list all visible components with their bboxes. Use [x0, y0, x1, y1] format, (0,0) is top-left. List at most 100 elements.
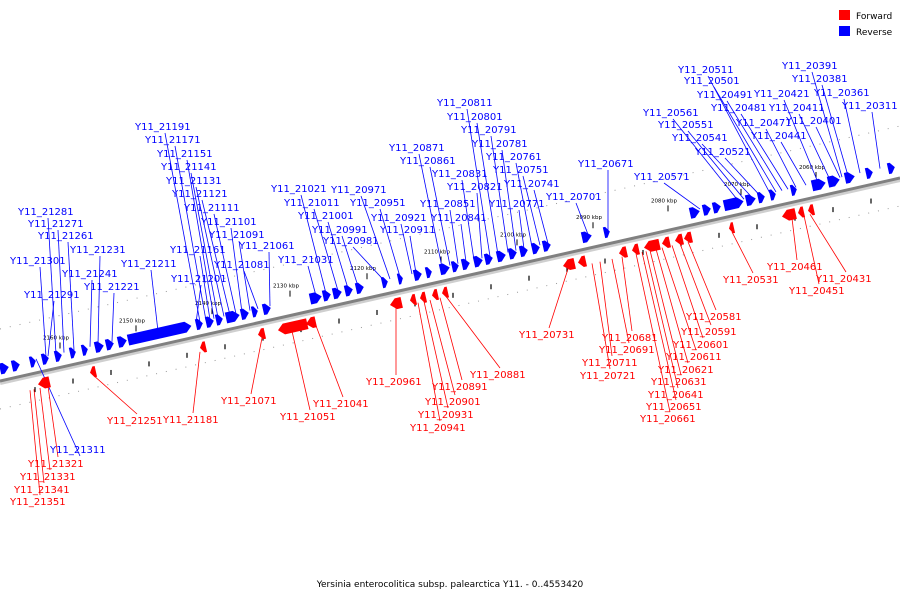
reverse-gene-arrow	[68, 347, 76, 359]
reverse-gene-label: Y11_20381	[791, 74, 848, 85]
reverse-gene-arrow	[495, 250, 506, 263]
forward-gene-label: Y11_20631	[650, 377, 707, 388]
reverse-gene-arrow	[250, 306, 258, 318]
reverse-gene-label: Y11_21221	[83, 282, 140, 293]
forward-gene-leader	[611, 258, 630, 344]
legend-forward-label: Forward	[856, 12, 892, 22]
reverse-gene-leader	[89, 279, 93, 347]
reverse-gene-arrow	[396, 273, 403, 285]
reverse-gene-arrow	[711, 202, 721, 214]
reverse-gene-label: Y11_20361	[813, 88, 870, 99]
reverse-gene-label: Y11_21131	[165, 176, 222, 187]
reverse-gene-arrow	[412, 269, 422, 281]
forward-gene-arrow	[432, 288, 440, 301]
reverse-gene-arrow	[214, 314, 223, 326]
reverse-gene-label: Y11_21211	[120, 259, 177, 270]
forward-gene-label: Y11_20621	[657, 365, 714, 376]
reverse-gene-leader	[238, 240, 251, 311]
reverse-gene-leader	[533, 189, 549, 244]
reverse-gene-arrow	[541, 240, 551, 252]
forward-gene-leader	[641, 252, 677, 401]
forward-gene-label: Y11_20681	[601, 333, 658, 344]
forward-gene-arrow	[442, 286, 450, 298]
tick-label: 2110 kbp	[424, 250, 450, 256]
forward-gene-arrow	[798, 206, 806, 218]
reverse-gene-arrow	[321, 290, 331, 302]
reverse-gene-label: Y11_21291	[23, 290, 80, 301]
reverse-gene-arrow	[93, 341, 104, 353]
reverse-gene-arrow	[744, 194, 756, 207]
reverse-gene-leader	[460, 223, 467, 262]
forward-gene-arrow	[632, 243, 641, 255]
forward-gene-leader	[423, 301, 449, 409]
forward-gene-arrow	[258, 327, 267, 340]
reverse-gene-arrow	[507, 248, 517, 260]
forward-gene-arrow	[38, 376, 51, 389]
forward-gene-leader	[687, 241, 717, 311]
forward-gene-leader	[803, 215, 820, 285]
reverse-gene-label: Y11_20761	[485, 152, 542, 163]
forward-gene-arrow	[662, 236, 672, 248]
forward-gene-leader	[250, 337, 263, 395]
forward-gene-leader	[591, 263, 611, 370]
reverse-gene-leader	[672, 118, 739, 201]
forward-gene-label: Y11_21181	[162, 415, 219, 426]
reverse-gene-label: Y11_20421	[753, 89, 810, 100]
forward-gene-label: Y11_20691	[598, 345, 655, 356]
forward-gene-arrow	[563, 258, 576, 271]
reverse-gene-leader	[843, 98, 861, 174]
forward-gene-label: Y11_21251	[106, 416, 163, 427]
reverse-gene-leader	[515, 162, 533, 248]
forward-gene-arrow	[200, 341, 208, 353]
reverse-gene-label: Y11_21081	[213, 260, 270, 271]
reverse-gene-label: Y11_20441	[750, 131, 807, 142]
reverse-gene-arrow	[756, 192, 765, 204]
reverse-gene-leader	[663, 182, 701, 210]
reverse-gene-arrow	[722, 197, 744, 212]
reverse-gene-label: Y11_20851	[419, 199, 476, 210]
reverse-gene-leader	[501, 149, 517, 251]
reverse-gene-leader	[476, 122, 499, 255]
forward-gene-leader	[599, 261, 613, 357]
forward-gene-label: Y11_20641	[647, 390, 704, 401]
reverse-gene-arrow	[438, 263, 450, 276]
reverse-gene-leader	[765, 128, 797, 188]
reverse-gene-arrow	[460, 258, 470, 271]
reverse-gene-label: Y11_21231	[69, 245, 126, 256]
tick-label: 2140 kbp	[195, 301, 221, 307]
forward-gene-label: Y11_20431	[815, 274, 872, 285]
reverse-gene-leader	[687, 130, 745, 200]
forward-gene-arrow	[390, 297, 403, 310]
reverse-gene-leader	[195, 186, 225, 317]
reverse-gene-label: Y11_21061	[238, 241, 295, 252]
forward-track-guide	[0, 205, 900, 410]
reverse-gene-leader	[313, 208, 339, 291]
tick-label: 2160 kbp	[43, 335, 69, 341]
reverse-gene-leader	[798, 113, 831, 180]
reverse-gene-label: Y11_20501	[683, 76, 740, 87]
reverse-gene-label: Y11_20951	[349, 198, 406, 209]
reverse-gene-leader	[490, 135, 509, 253]
legend: Forward Reverse	[839, 10, 893, 38]
reverse-gene-arrow	[308, 292, 322, 305]
reverse-gene-arrow	[530, 242, 540, 255]
reverse-gene-arrow	[116, 336, 127, 348]
reverse-gene-arrow	[261, 303, 271, 316]
forward-gene-leader	[645, 251, 679, 389]
reverse-gene-leader	[199, 255, 211, 320]
forward-gene-label: Y11_21071	[220, 396, 277, 407]
reverse-gene-label: Y11_20811	[436, 98, 493, 109]
forward-gene-arrow	[644, 238, 661, 252]
reverse-gene-leader	[352, 246, 385, 281]
forward-gene-leader	[439, 297, 463, 381]
forward-gene-leader	[93, 375, 138, 415]
reverse-gene-label: Y11_20671	[577, 159, 634, 170]
tick-label: 2070 kbp	[724, 182, 750, 188]
reverse-gene-label: Y11_21281	[17, 207, 74, 218]
forward-gene-label: Y11_21041	[312, 399, 369, 410]
reverse-gene-leader	[871, 111, 881, 169]
genome-backbone	[0, 176, 900, 383]
reverse-gene-leader	[186, 159, 215, 319]
